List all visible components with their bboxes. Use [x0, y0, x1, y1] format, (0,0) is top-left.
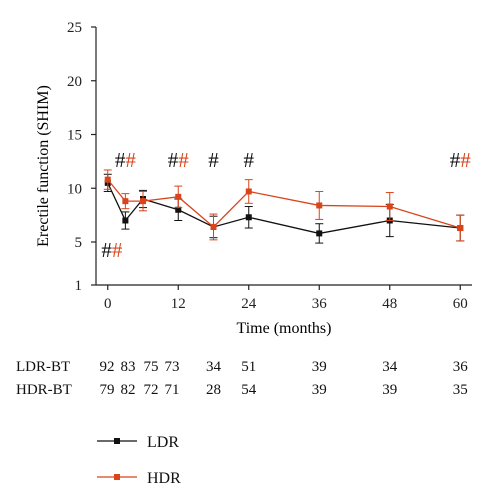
- at-risk-value: 34: [206, 359, 222, 375]
- ldr-point: [316, 230, 323, 237]
- at-risk-value: 35: [453, 382, 468, 398]
- significance-mark: #: [244, 148, 255, 172]
- at-risk-value: 39: [312, 359, 327, 375]
- x-tick-label: 0: [104, 296, 112, 312]
- x-tick-label: 60: [453, 296, 468, 312]
- at-risk-value: 82: [121, 382, 136, 398]
- significance-mark: #: [168, 148, 179, 172]
- at-risk-value: 39: [382, 382, 397, 398]
- x-tick-label: 48: [382, 296, 397, 312]
- ldr-series-line: [107, 182, 461, 235]
- at-risk-value: 51: [241, 359, 256, 375]
- at-risk-value: 71: [165, 382, 180, 398]
- y-tick-label: 5: [75, 235, 83, 251]
- significance-marker: #: [208, 148, 219, 172]
- ldr-point: [122, 217, 129, 224]
- at-risk-value: 36: [453, 359, 469, 375]
- at-risk-value: 54: [241, 382, 257, 398]
- significance-mark: #: [112, 238, 123, 262]
- legend-hdr-marker: [114, 474, 120, 480]
- hdr-point: [245, 188, 252, 195]
- hdr-point: [140, 198, 146, 205]
- y-tick-label: 10: [67, 181, 82, 197]
- x-tick-label: 24: [241, 296, 257, 312]
- significance-mark: #: [125, 148, 136, 172]
- significance-mark: #: [460, 148, 471, 172]
- legend-ldr-label: LDR: [147, 434, 179, 451]
- at-risk-row-label: HDR-BT: [16, 382, 72, 398]
- legend: LDR HDR: [97, 434, 181, 487]
- at-risk-value: 75: [144, 359, 159, 375]
- legend-hdr-label: HDR: [147, 470, 181, 487]
- ldr-point: [245, 214, 252, 221]
- at-risk-value: 83: [121, 359, 136, 375]
- significance-mark: #: [178, 148, 189, 172]
- at-risk-value: 28: [206, 382, 221, 398]
- at-risk-value: 39: [312, 382, 327, 398]
- x-tick-label: 36: [312, 296, 328, 312]
- significance-marker: ##: [450, 148, 472, 172]
- hdr-point: [386, 203, 393, 210]
- significance-marker: ##: [115, 148, 137, 172]
- significance-mark: #: [208, 148, 219, 172]
- significance-mark: #: [115, 148, 126, 172]
- at-risk-value: 79: [100, 382, 115, 398]
- hdr-point: [210, 223, 217, 230]
- at-risk-value: 92: [100, 359, 115, 375]
- legend-ldr-marker: [114, 438, 120, 444]
- y-tick-label: 1: [75, 278, 83, 294]
- plot-area: #### ## # # ##: [101, 148, 471, 262]
- at-risk-table: LDR-BT 92 83 75 73 34 51 39 34 36 HDR-BT 79 82 72 71 28…: [16, 359, 468, 398]
- significance-mark: #: [101, 238, 112, 262]
- y-tick-label: 20: [67, 74, 82, 90]
- hdr-point: [316, 202, 323, 209]
- hdr-point: [175, 193, 182, 200]
- y-axis-title: Erectile function (SHIM): [35, 85, 52, 247]
- at-risk-row-label: LDR-BT: [16, 359, 70, 375]
- hdr-point: [122, 198, 129, 205]
- at-risk-value: 34: [382, 359, 398, 375]
- y-tick-label: 25: [67, 20, 82, 36]
- at-risk-value: 72: [144, 382, 159, 398]
- x-tick-label: 12: [171, 296, 186, 312]
- hdr-point: [104, 176, 111, 183]
- hdr-point: [457, 225, 464, 232]
- significance-mark: #: [450, 148, 461, 172]
- x-axis-title: Time (months): [237, 320, 332, 337]
- ldr-point: [175, 206, 182, 213]
- significance-marker: #: [244, 148, 255, 172]
- significance-marker: ##: [168, 148, 190, 172]
- at-risk-value: 73: [165, 359, 180, 375]
- significance-marker: ##: [101, 238, 123, 262]
- y-tick-label: 15: [67, 128, 82, 144]
